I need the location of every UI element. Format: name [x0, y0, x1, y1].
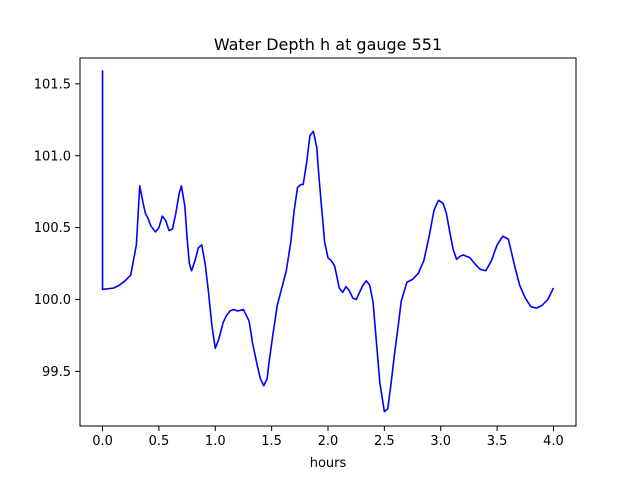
chart-title: Water Depth h at gauge 551 — [214, 35, 442, 54]
plot-frame — [79, 57, 577, 427]
x-tick-label: 0.5 — [149, 434, 170, 449]
x-tick-label: 1.0 — [205, 434, 226, 449]
y-tick-label: 99.5 — [42, 365, 71, 380]
x-tick-label: 1.5 — [261, 434, 282, 449]
y-tick-label: 101.5 — [34, 77, 71, 92]
series-line-0 — [101, 70, 555, 413]
y-tick-label: 101.0 — [34, 149, 71, 164]
x-tick-label: 2.0 — [318, 434, 339, 449]
x-axis-ticks: 0.0 0.5 1.0 1.5 2.0 2.5 3.0 3.5 4.0 — [92, 426, 564, 449]
y-axis-ticks: 99.5 100.0 100.5 101.0 101.5 — [34, 77, 80, 380]
x-axis-label: hours — [310, 456, 347, 471]
x-tick-label: 0.0 — [92, 434, 113, 449]
x-tick-label: 3.5 — [487, 434, 508, 449]
x-tick-label: 4.0 — [543, 434, 564, 449]
x-tick-label: 2.5 — [374, 434, 395, 449]
y-tick-label: 100.0 — [34, 293, 71, 308]
x-tick-label: 3.0 — [430, 434, 451, 449]
y-tick-label: 100.5 — [34, 221, 71, 236]
plot-area — [101, 70, 555, 413]
